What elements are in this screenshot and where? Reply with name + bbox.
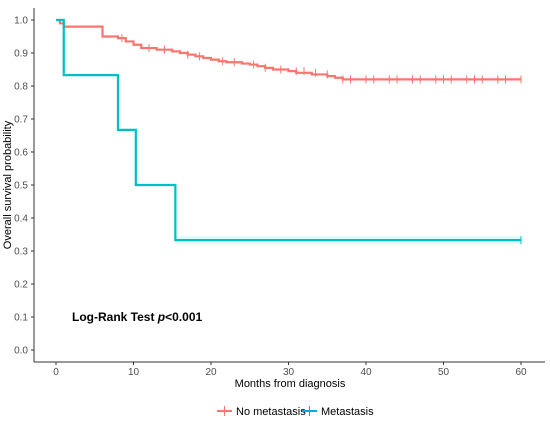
legend-item-metastasis: Metastasis: [302, 406, 374, 418]
y-tick-label: 1.0: [14, 16, 28, 27]
x-tick-label: 60: [515, 367, 527, 378]
x-tick-label: 20: [205, 367, 217, 378]
survival-step-line: [56, 18, 521, 81]
annotation-p: p: [157, 310, 165, 324]
legend-label-no-metastasis: No metastasis: [236, 406, 306, 418]
y-tick-label: 0.4: [14, 214, 28, 225]
x-tick-label: 0: [53, 367, 59, 378]
y-tick-label: 0.9: [14, 49, 28, 60]
x-tick-label: 10: [128, 367, 140, 378]
x-axis-title: Months from diagnosis: [235, 378, 346, 390]
legend: No metastasis Metastasis: [217, 406, 374, 418]
y-tick-label: 0.3: [14, 247, 28, 258]
y-tick-label: 0.5: [14, 181, 28, 192]
plot-frame: [33, 8, 545, 363]
legend-label-metastasis: Metastasis: [321, 406, 374, 418]
y-axis-title: Overall survival probability: [2, 120, 14, 249]
x-axis-ticks: 0 10 20 30 40 50 60: [53, 362, 527, 378]
log-rank-annotation: Log-Rank Test p<0.001: [72, 310, 202, 324]
survival-step-line: [56, 18, 521, 242]
x-tick-label: 30: [283, 367, 295, 378]
y-tick-label: 0.2: [14, 280, 28, 291]
x-tick-label: 50: [438, 367, 450, 378]
series-no-metastasis: [56, 18, 522, 84]
annotation-suffix: <0.001: [165, 310, 202, 324]
series-layer: [56, 18, 522, 245]
y-tick-label: 0.6: [14, 148, 28, 159]
y-axis-ticks: 0.0 0.1 0.2 0.3 0.4 0.5 0.6 0.7 0.8 0.9 1.0: [14, 16, 34, 357]
annotation-prefix: Log-Rank Test: [72, 310, 158, 324]
y-tick-label: 0.7: [14, 115, 28, 126]
x-tick-label: 40: [360, 367, 372, 378]
y-tick-label: 0.0: [14, 346, 28, 357]
series-metastasis: [56, 18, 522, 245]
y-tick-label: 0.8: [14, 82, 28, 93]
y-tick-label: 0.1: [14, 313, 28, 324]
legend-item-no-metastasis: No metastasis: [217, 406, 306, 418]
